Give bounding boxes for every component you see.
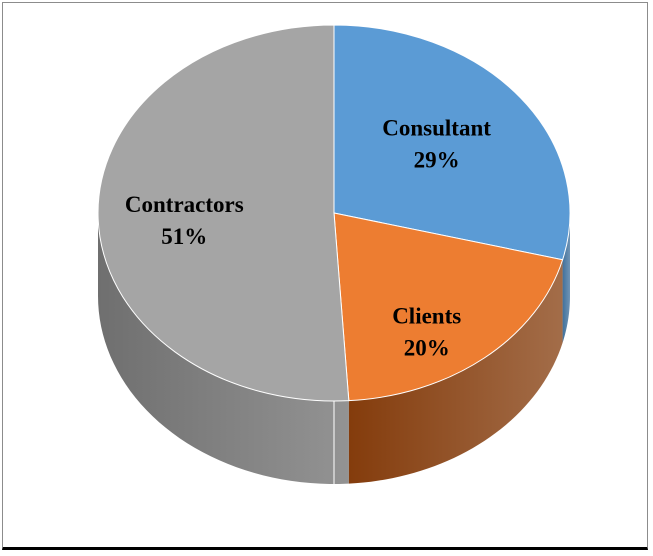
slice-label-consultant: Consultant [382, 116, 491, 141]
slice-label-clients: Clients [392, 304, 461, 329]
pie-side-contractors [98, 213, 349, 484]
pie-top [97, 24, 571, 402]
pie-slice-clients [333, 212, 564, 402]
slice-percent-contractors: 51% [161, 224, 207, 249]
pie-side-clients [348, 259, 563, 484]
pie-slice-contractors [97, 24, 350, 402]
slice-percent-clients: 20% [404, 336, 450, 361]
pie-slice-consultant [333, 24, 571, 261]
slice-label-contractors: Contractors [125, 192, 244, 217]
pie-side-walls [98, 213, 570, 484]
slice-percent-consultant: 29% [414, 148, 460, 173]
pie-side-consultant [562, 213, 570, 343]
